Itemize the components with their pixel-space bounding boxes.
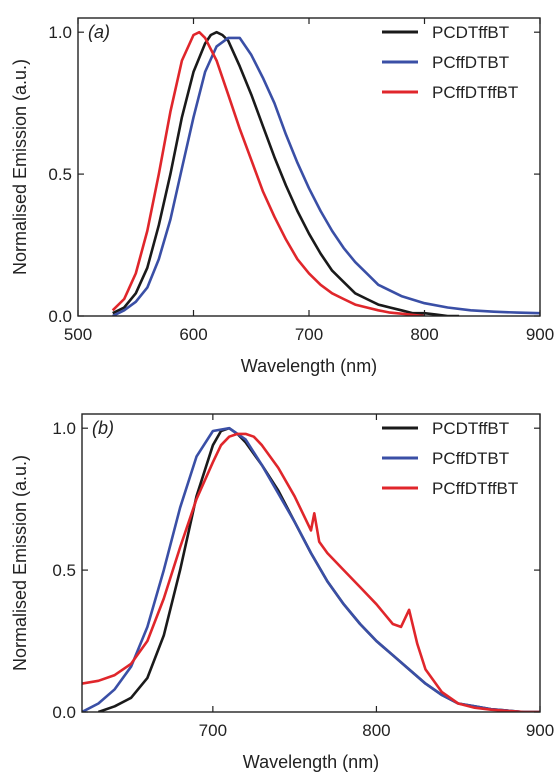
legend-label: PCffDTffBT bbox=[432, 479, 518, 498]
x-tick-label: 800 bbox=[410, 325, 438, 344]
panel-label: (a) bbox=[88, 22, 110, 42]
series-line-pcffdtbt bbox=[112, 36, 540, 316]
x-tick-label: 900 bbox=[526, 721, 554, 740]
y-tick-label: 0.5 bbox=[52, 561, 76, 580]
x-tick-label: 700 bbox=[199, 721, 227, 740]
x-axis-label: Wavelength (nm) bbox=[241, 356, 377, 376]
series-line-pcffdtffbt bbox=[82, 432, 540, 712]
y-tick-label: 0.0 bbox=[52, 703, 76, 722]
series-line-pcdtffbt bbox=[112, 30, 460, 316]
panel-label: (b) bbox=[92, 418, 114, 438]
legend-label: PCDTffBT bbox=[432, 419, 509, 438]
legend-label: PCDTffBT bbox=[432, 23, 509, 42]
panel-b: 700 800 900 0.0 0.5 1.0 Wavelength (nm) Normali… bbox=[10, 413, 554, 772]
panel-a: 500 600 700 800 900 0.0 0.5 1.0 Wavelength (nm) N… bbox=[10, 17, 554, 376]
x-tick-label: 900 bbox=[526, 325, 554, 344]
plot-frame bbox=[81, 413, 541, 713]
legend-label: PCffDTBT bbox=[432, 53, 509, 72]
legend-label: PCffDTffBT bbox=[432, 83, 518, 102]
x-tick-label: 700 bbox=[295, 325, 323, 344]
x-tick-label: 800 bbox=[362, 721, 390, 740]
x-tick-label: 500 bbox=[64, 325, 92, 344]
y-axis-label: Normalised Emission (a.u.) bbox=[10, 59, 30, 275]
x-axis-label: Wavelength (nm) bbox=[243, 752, 379, 772]
y-tick-label: 1.0 bbox=[48, 23, 72, 42]
y-tick-label: 0.5 bbox=[48, 165, 72, 184]
x-tick-label: 600 bbox=[179, 325, 207, 344]
y-axis-label: Normalised Emission (a.u.) bbox=[10, 455, 30, 671]
y-tick-label: 0.0 bbox=[48, 307, 72, 326]
legend-label: PCffDTBT bbox=[432, 449, 509, 468]
y-tick-label: 1.0 bbox=[52, 419, 76, 438]
series-line-pcffdtffbt bbox=[111, 30, 425, 316]
